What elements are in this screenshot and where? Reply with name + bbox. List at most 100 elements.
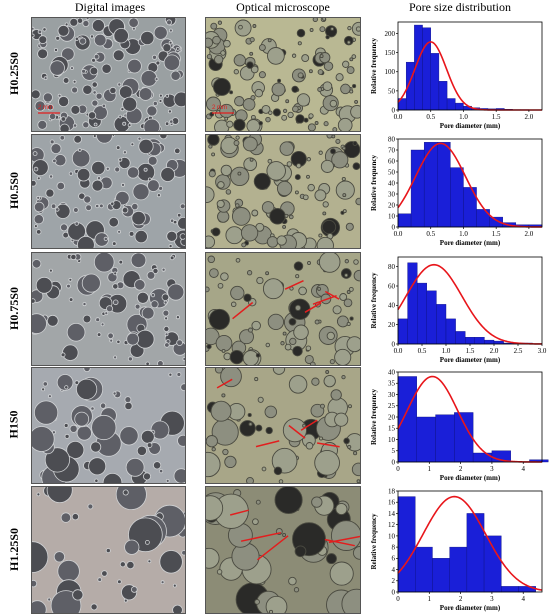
- y-tick-label: 80: [388, 263, 396, 271]
- histogram-bar: [450, 167, 464, 228]
- histogram-bar: [417, 282, 428, 345]
- y-tick-label: 60: [388, 282, 396, 290]
- pore-measure-line: [232, 301, 254, 320]
- y-tick-label: 8: [392, 544, 396, 552]
- row-label-5: H1.25S0: [0, 486, 28, 612]
- x-tick-label: 0: [396, 465, 400, 473]
- x-axis-label: Pore diameter (mm): [440, 239, 501, 247]
- digital-image-5: [31, 486, 186, 614]
- y-tick-label: 20: [388, 321, 396, 329]
- x-tick-label: 0.5: [426, 230, 435, 238]
- header-digital-images: Digital images: [74, 0, 146, 14]
- x-tick-label: 0.5: [426, 113, 435, 121]
- pore-measure-line: [257, 535, 289, 561]
- x-tick-label: 2.0: [490, 347, 499, 355]
- histogram-bar: [493, 340, 504, 345]
- x-axis-label: Pore diameter (mm): [440, 122, 501, 130]
- header-optical-microscope: Optical microscope: [236, 0, 330, 14]
- y-tick-label: 14: [388, 510, 396, 518]
- pore-size-chart-2: 0.0 0.5 1.0 1.5 2.0 0 10 20 30 40 50 60 70 80 Pore dia…: [368, 135, 546, 247]
- histogram-bar: [445, 318, 456, 345]
- y-tick-label: 4: [392, 566, 396, 574]
- y-tick-label: 30: [388, 391, 396, 399]
- histogram-bar: [474, 337, 485, 345]
- y-tick-label: 20: [388, 201, 396, 209]
- y-tick-label: 20: [388, 413, 396, 421]
- pore-size-chart-svg: 0.0 0.5 1.0 1.5 2.0 0 10 20 30 40 50 60 70 80 Pore dia…: [370, 135, 543, 247]
- y-tick-label: 40: [388, 179, 396, 187]
- x-tick-label: 0.5: [418, 347, 427, 355]
- histogram-bar: [483, 535, 502, 593]
- microscope-image-2: [205, 134, 361, 249]
- pore-measure-line: [216, 378, 233, 389]
- y-tick-label: 50: [388, 87, 396, 95]
- digital-image-4: [31, 367, 186, 484]
- histogram-bar: [501, 586, 519, 593]
- header-pore-size-distribution: Pore size distribution: [409, 0, 511, 14]
- histogram-bar: [397, 213, 412, 228]
- histogram-bar: [435, 414, 455, 463]
- digital-image-2: [31, 134, 186, 249]
- scale-bar-label: 2 mm: [212, 105, 227, 111]
- x-tick-label: 1.5: [492, 230, 501, 238]
- y-tick-label: 0: [392, 106, 396, 114]
- scale-bar-label: 2 mm: [38, 105, 53, 111]
- x-tick-label: 1.0: [459, 230, 468, 238]
- y-tick-label: 5: [392, 447, 396, 455]
- distribution-fit-curve: [397, 263, 543, 345]
- pore-measure-line: [288, 424, 306, 439]
- y-tick-label: 40: [388, 368, 396, 376]
- histogram-bar: [436, 304, 447, 345]
- plot-frame: [397, 21, 543, 111]
- x-tick-label: 2.5: [514, 347, 523, 355]
- x-axis-label: Pore diameter (mm): [440, 604, 501, 612]
- pore-measure-line: [328, 535, 360, 544]
- y-axis-label: Relative frequency: [370, 272, 378, 329]
- histogram-bar: [437, 142, 451, 228]
- x-tick-label: 0.0: [394, 113, 403, 121]
- x-axis-label: Pore diameter (mm): [440, 356, 501, 364]
- y-tick-label: 0: [392, 223, 396, 231]
- y-tick-label: 2: [392, 577, 396, 585]
- pore-size-chart-5: 0 1 2 3 4 0 2 4 6 8 10 12 14 16 18 Pore diameter (mm) Re…: [368, 487, 546, 612]
- row-label-2: H0.5S0: [0, 134, 28, 247]
- distribution-fit-curve: [397, 495, 543, 591]
- row-label-4: H1S0: [0, 367, 28, 482]
- histogram-bar: [455, 331, 466, 345]
- pore-size-chart-3: 0.0 0.5 1.0 1.5 2.0 2.5 3.0 0 20 40 60 80 Pore diame…: [368, 254, 547, 364]
- y-axis-label: Relative frequency: [370, 513, 378, 570]
- histogram-bar: [446, 98, 456, 111]
- x-tick-label: 1.5: [466, 347, 475, 355]
- x-tick-label: 1: [428, 465, 432, 473]
- x-tick-label: 3: [490, 465, 494, 473]
- pore-measure-line: [316, 442, 340, 448]
- y-axis-label: Relative frequency: [370, 37, 378, 94]
- sample-label: H1S0: [6, 410, 21, 439]
- pore-measure-line: [230, 509, 249, 516]
- y-tick-label: 50: [388, 168, 396, 176]
- y-axis-label: Relative frequency: [370, 154, 378, 211]
- histogram-bar: [397, 376, 417, 463]
- pore-measure-line: [324, 538, 355, 547]
- plot-frame: [397, 490, 543, 593]
- y-tick-label: 16: [388, 499, 396, 507]
- x-tick-label: 2.0: [525, 230, 534, 238]
- pore-size-chart-4: 0 1 2 3 4 0 5 10 15 20 25 30 35 40 Pore diameter (mm) R…: [368, 368, 549, 482]
- y-tick-label: 15: [388, 425, 396, 433]
- histogram-bar: [426, 290, 437, 345]
- pore-size-chart-svg: 0.0 0.5 1.0 1.5 2.0 0 50 100 150 200 Pore diameter…: [370, 21, 543, 130]
- x-tick-label: 2: [459, 595, 463, 603]
- x-tick-label: 1.5: [492, 113, 501, 121]
- x-tick-label: 4: [521, 595, 525, 603]
- x-tick-label: 1.0: [442, 347, 451, 355]
- pore-measure-line: [284, 280, 304, 290]
- histogram-bar: [416, 416, 436, 463]
- microscope-image-5: [205, 486, 361, 614]
- histogram-bar: [430, 53, 440, 111]
- y-tick-label: 18: [388, 487, 396, 495]
- y-tick-label: 200: [385, 30, 396, 38]
- y-tick-label: 10: [388, 436, 396, 444]
- histogram-bar: [410, 149, 425, 228]
- y-tick-label: 40: [388, 302, 396, 310]
- microscope-image-4: [205, 367, 361, 484]
